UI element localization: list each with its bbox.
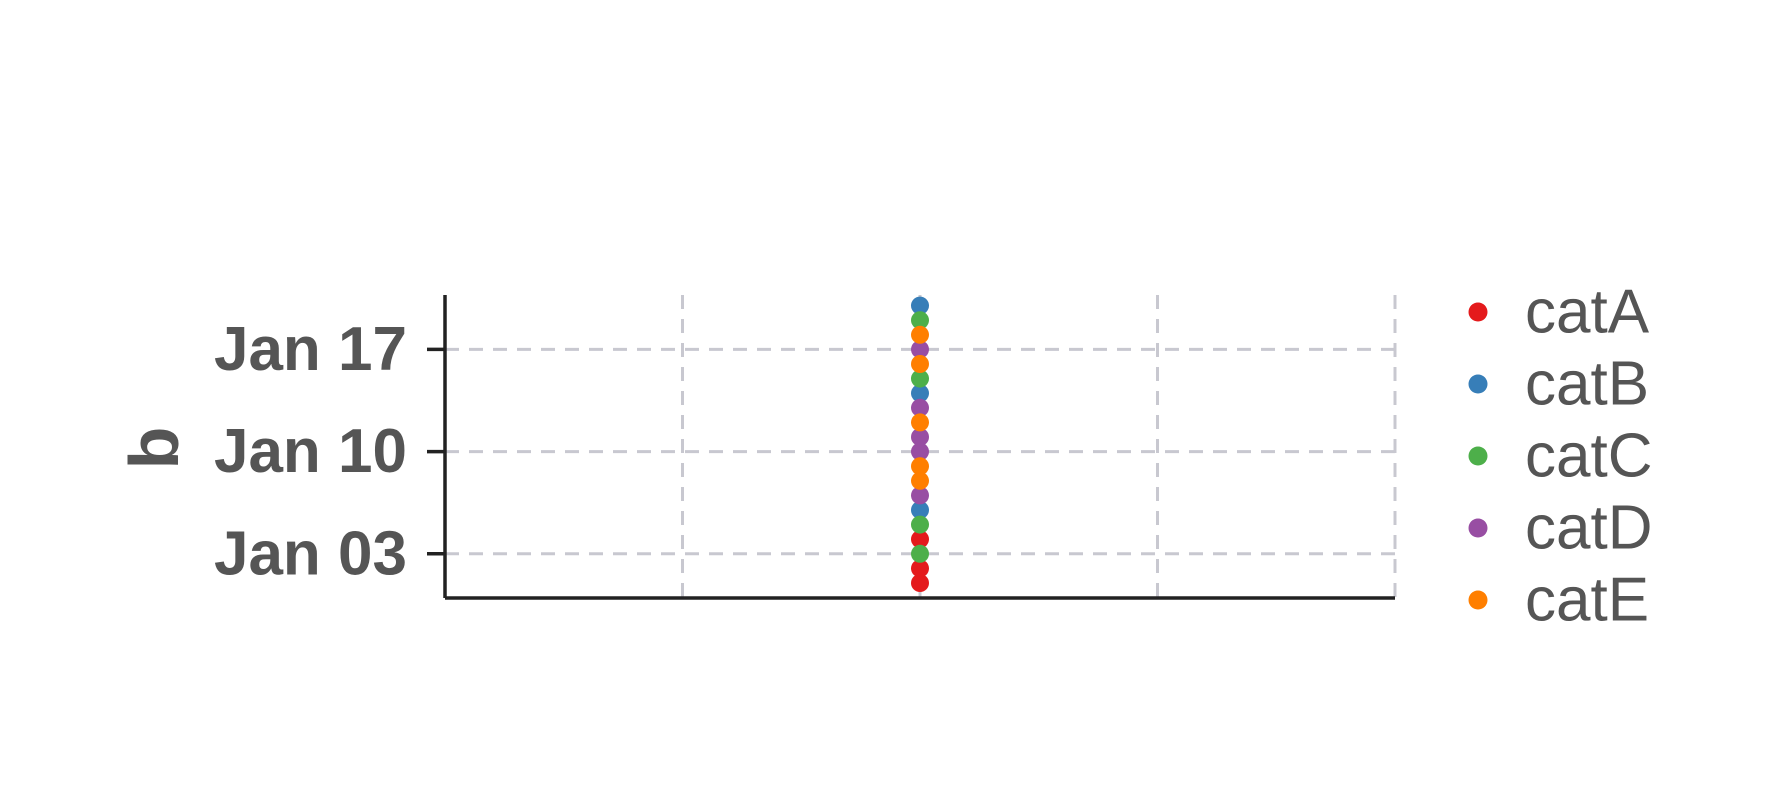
legend-item-catD: catD xyxy=(1468,494,1652,563)
point-catD xyxy=(911,398,929,417)
point-catD xyxy=(911,442,929,461)
legend-item-catB: catB xyxy=(1468,350,1649,419)
legend-marker xyxy=(1468,302,1488,322)
legend-label: catE xyxy=(1525,566,1649,635)
legend-item-catA: catA xyxy=(1468,278,1650,347)
point-catD xyxy=(911,486,929,505)
legend-label: catD xyxy=(1525,494,1652,563)
point-catA xyxy=(911,530,929,549)
legend-label: catB xyxy=(1525,350,1649,419)
y-axis-ticks: Jan 03 Jan 10 Jan 17 xyxy=(214,315,445,588)
legend-label: catA xyxy=(1525,278,1650,347)
y-axis-title: b xyxy=(115,427,193,470)
point-catC xyxy=(911,544,929,563)
point-catE xyxy=(911,471,929,490)
point-catB xyxy=(911,384,929,403)
point-catA xyxy=(911,574,929,592)
y-tick-label: Jan 03 xyxy=(214,519,407,588)
point-catD xyxy=(911,340,929,359)
data-points xyxy=(911,296,929,592)
legend-marker xyxy=(1468,374,1488,394)
y-tick-label: Jan 10 xyxy=(214,417,407,486)
legend-marker xyxy=(1468,518,1488,538)
point-catC xyxy=(911,311,929,330)
point-catD xyxy=(911,428,929,446)
point-catB xyxy=(911,296,929,315)
point-catA xyxy=(911,559,929,578)
legend-item-catE: catE xyxy=(1468,566,1649,635)
point-catE xyxy=(911,457,929,476)
point-catE xyxy=(911,325,929,344)
legend-marker xyxy=(1468,590,1488,610)
y-tick-label: Jan 17 xyxy=(214,315,407,384)
legend-label: catC xyxy=(1525,422,1652,491)
point-catC xyxy=(911,369,929,388)
point-catC xyxy=(911,515,929,534)
point-catE xyxy=(911,413,929,432)
legend-item-catC: catC xyxy=(1468,422,1652,491)
point-catB xyxy=(911,501,929,519)
axes xyxy=(443,295,1395,600)
point-catE xyxy=(911,355,929,373)
legend-marker xyxy=(1468,446,1488,466)
